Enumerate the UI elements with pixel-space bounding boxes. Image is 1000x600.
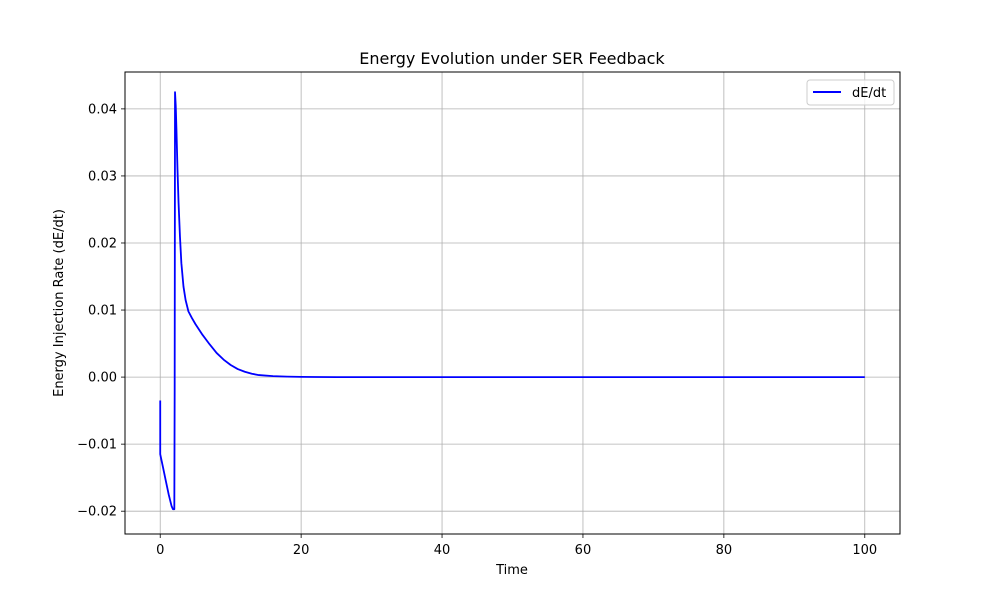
- y-axis-label: Energy Injection Rate (dE/dt): [52, 209, 67, 397]
- plot-frame: [124, 71, 901, 535]
- y-tick-label: 0.03: [88, 169, 117, 184]
- x-tick-label: 20: [293, 543, 310, 558]
- x-tick-label: 100: [852, 543, 877, 558]
- series-line-dE-dt: [159, 91, 865, 511]
- x-tick-label: 80: [716, 543, 733, 558]
- x-tick-label: 40: [434, 543, 451, 558]
- y-tick-label: −0.02: [77, 505, 117, 520]
- x-axis-label: Time: [495, 563, 528, 578]
- y-tick-label: 0.00: [88, 371, 117, 386]
- y-tick-label: 0.04: [88, 102, 117, 117]
- series-layer: [159, 91, 865, 511]
- y-axis-ticks: −0.02 −0.01 0.00 0.01 0.02 0.03 0.04: [77, 102, 125, 520]
- x-tick-label: 60: [575, 543, 592, 558]
- y-tick-label: 0.01: [88, 304, 117, 319]
- y-tick-label: 0.02: [88, 236, 117, 251]
- chart-title: Energy Evolution under SER Feedback: [359, 49, 665, 68]
- grid: [125, 72, 900, 534]
- legend: dE/dt: [806, 79, 895, 106]
- x-tick-label: 0: [156, 543, 164, 558]
- y-tick-label: −0.01: [77, 438, 117, 453]
- legend-entry-label: dE/dt: [852, 86, 886, 101]
- x-axis-ticks: 0 20 40 60 80 100: [156, 534, 877, 558]
- legend-box: [806, 79, 895, 106]
